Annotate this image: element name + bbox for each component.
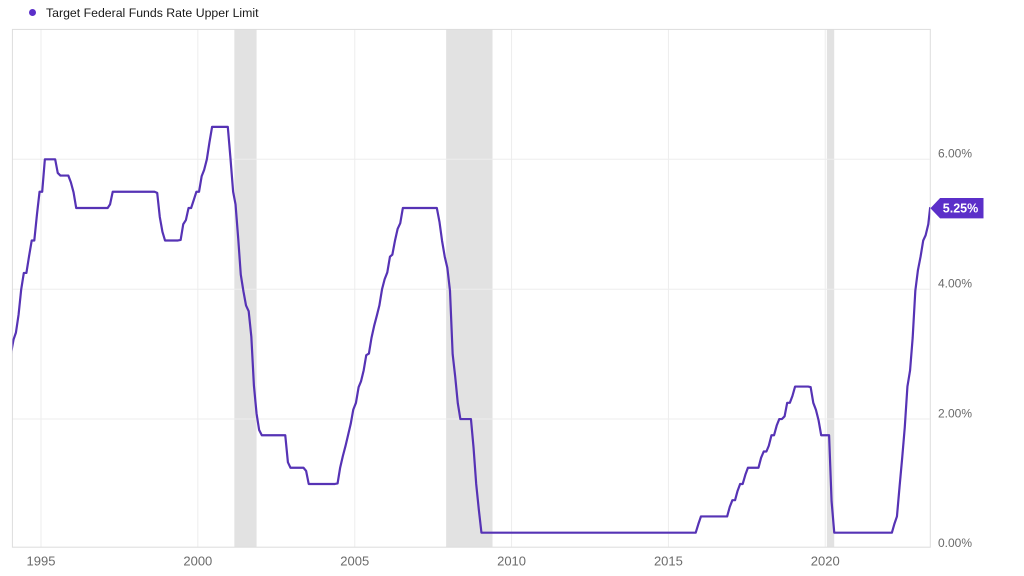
svg-text:2015: 2015 bbox=[654, 554, 683, 569]
svg-text:4.00%: 4.00% bbox=[938, 277, 972, 291]
svg-text:6.00%: 6.00% bbox=[938, 147, 972, 161]
svg-text:0.00%: 0.00% bbox=[938, 536, 972, 550]
svg-text:2000: 2000 bbox=[183, 554, 212, 569]
svg-text:2010: 2010 bbox=[497, 554, 526, 569]
svg-text:2020: 2020 bbox=[811, 554, 840, 569]
svg-text:2005: 2005 bbox=[340, 554, 369, 569]
svg-text:1995: 1995 bbox=[27, 554, 56, 569]
svg-text:2.00%: 2.00% bbox=[938, 406, 972, 420]
svg-text:5.25%: 5.25% bbox=[943, 202, 978, 216]
